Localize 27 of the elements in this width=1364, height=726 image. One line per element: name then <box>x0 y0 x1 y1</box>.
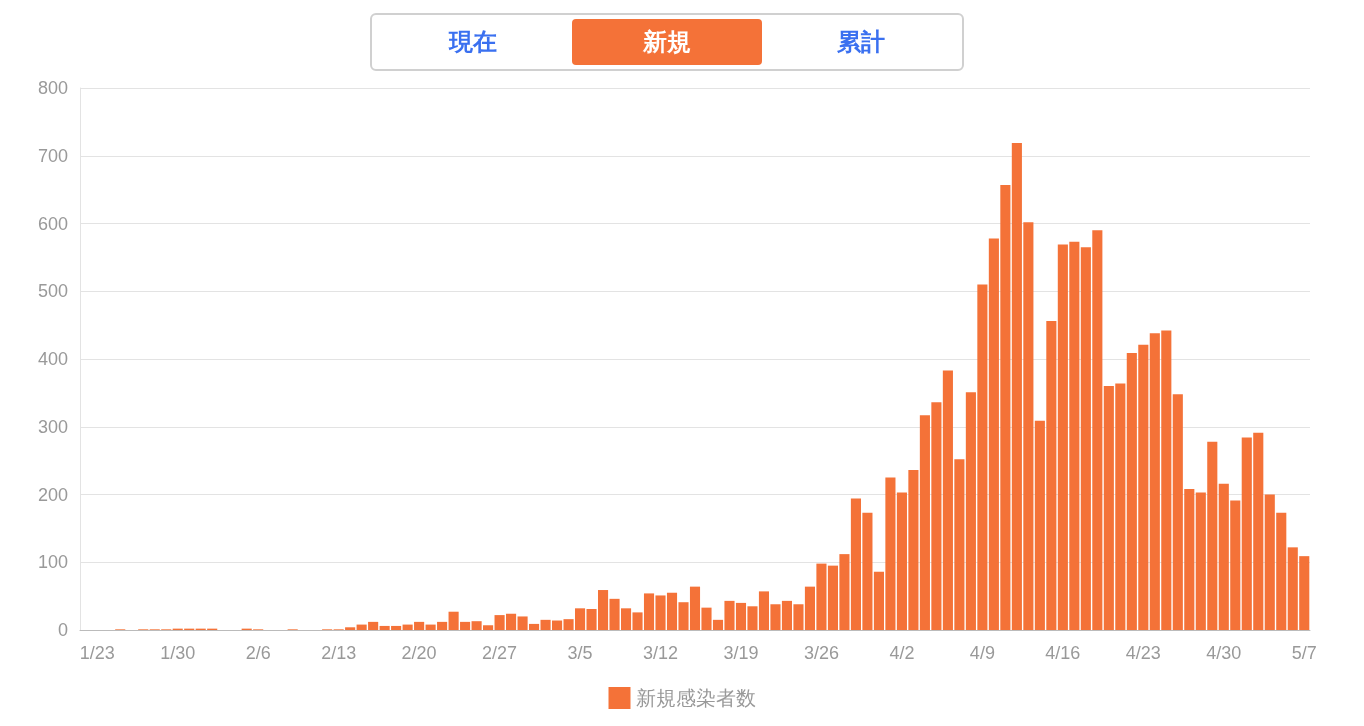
x-tick-label: 1/23 <box>79 643 115 663</box>
x-tick-label: 4/30 <box>1206 643 1242 663</box>
x-tick-label: 4/2 <box>889 643 915 663</box>
x-tick-label: 3/5 <box>567 643 593 663</box>
x-tick-label: 2/6 <box>245 643 271 663</box>
y-tick-label: 200 <box>37 484 68 505</box>
y-tick-label: 800 <box>37 78 68 98</box>
x-tick-label: 2/13 <box>321 643 357 663</box>
x-tick-label: 3/12 <box>642 643 679 663</box>
legend-label: 新規感染者数 <box>635 686 756 710</box>
y-tick-label: 0 <box>57 620 68 640</box>
y-tick-label: 300 <box>37 416 68 437</box>
y-tick-label: 100 <box>37 552 68 573</box>
x-tick-label: 5/7 <box>1291 643 1317 663</box>
tab-selector: 現在 新規 累計 <box>370 13 964 71</box>
y-tick-label: 500 <box>37 281 68 302</box>
x-tick-label: 4/9 <box>969 643 995 663</box>
x-tick-label: 3/19 <box>723 643 759 663</box>
x-tick-label: 2/27 <box>482 643 518 663</box>
x-tick-label: 1/30 <box>160 643 196 663</box>
x-tick-label: 2/20 <box>401 643 437 663</box>
y-tick-label: 700 <box>37 145 68 166</box>
y-tick-label: 600 <box>37 213 68 234</box>
x-tick-label: 4/16 <box>1045 643 1081 663</box>
x-tick-label: 4/23 <box>1125 643 1161 663</box>
x-tick-label: 3/26 <box>803 643 839 663</box>
y-tick-label: 400 <box>37 349 68 369</box>
